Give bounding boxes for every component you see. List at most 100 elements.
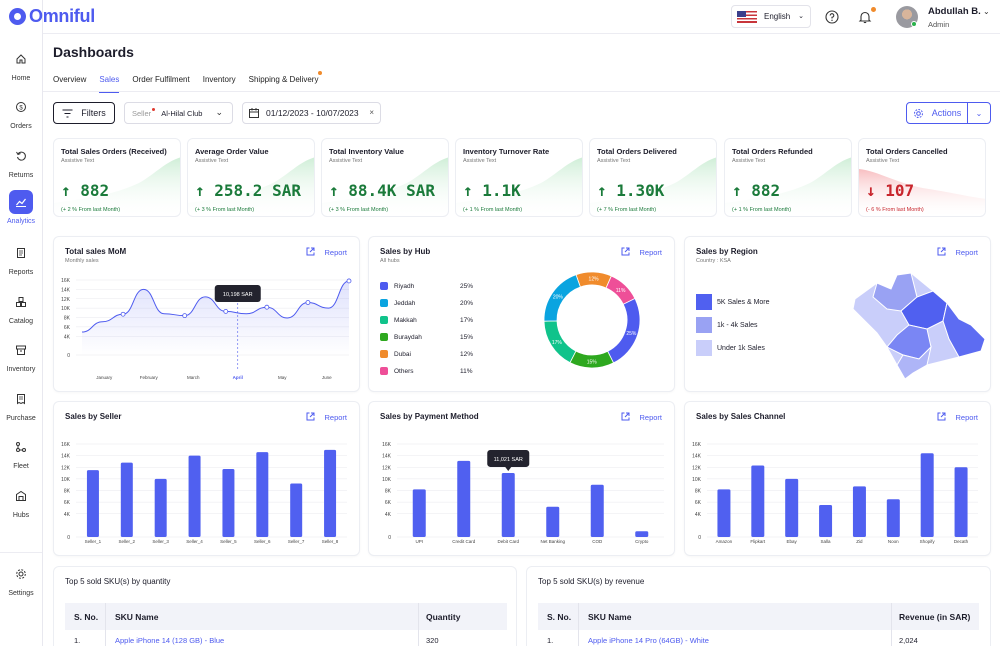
user-role: Admin (928, 20, 950, 29)
legend-percent: 25% (460, 282, 474, 290)
bar[interactable] (120, 462, 133, 537)
cell-sku-link[interactable]: Apple iPhone 14 (128 GB) - Blue (115, 635, 225, 645)
bar[interactable] (920, 453, 934, 537)
omniful-logo-icon (9, 8, 26, 25)
bar[interactable] (256, 452, 269, 537)
sidebar-item-fleet[interactable]: Fleet (0, 435, 42, 470)
report-link[interactable]: Report (306, 412, 347, 423)
y-tick-label: 0 (67, 353, 70, 359)
bar[interactable] (290, 483, 303, 537)
kpi-sparkline-background (54, 157, 180, 216)
report-link[interactable]: Report (621, 412, 662, 423)
y-tick-label: 0 (67, 535, 70, 541)
brand-logo[interactable]: Omniful (9, 6, 95, 27)
nodes-icon (9, 435, 33, 459)
bar[interactable] (154, 478, 167, 537)
x-tick-label: Seller_5 (220, 539, 237, 544)
data-point[interactable] (120, 311, 126, 317)
report-link[interactable]: Report (937, 247, 978, 258)
return-arrow-icon (9, 144, 33, 168)
kpi-value: ↑ 88.4K SAR (329, 181, 435, 200)
bar[interactable] (635, 531, 649, 537)
report-link[interactable]: Report (621, 247, 662, 258)
report-link[interactable]: Report (306, 247, 347, 258)
table-card-top-sku-quantity: Top 5 sold SKU(s) by quantity S. No. SKU… (53, 566, 517, 646)
data-point[interactable] (264, 304, 270, 310)
kpi-card: Average Order Value Assistive Text ↑ 258.2… (187, 138, 315, 217)
bar[interactable] (457, 460, 471, 537)
tab-shipping-delivery[interactable]: Shipping & Delivery (249, 71, 323, 93)
x-tick-label: June (322, 375, 332, 380)
actions-button[interactable]: Actions (906, 102, 968, 124)
sidebar-item-reports[interactable]: Reports (0, 241, 42, 276)
slice-label: 20% (553, 294, 564, 300)
sidebar-item-hubs[interactable]: Hubs (0, 484, 42, 519)
kpi-delta: (+ 3 % From last Month) (195, 207, 255, 213)
user-name[interactable]: Abdullah B. (928, 6, 981, 17)
y-tick-label: 16K (382, 442, 392, 448)
tab-sales[interactable]: Sales (99, 75, 120, 93)
language-selector[interactable]: English ⌄ (731, 5, 811, 28)
sidebar-item-home[interactable]: Home (0, 47, 42, 82)
legend-swatch (696, 317, 712, 333)
data-point[interactable] (305, 300, 311, 305)
table-row[interactable]: 1. Apple iPhone 14 (128 GB) - Blue 320 (65, 630, 507, 646)
svg-text:$: $ (19, 105, 23, 111)
bar[interactable] (222, 468, 235, 537)
y-tick-label: 0 (388, 535, 391, 541)
sidebar-item-inventory[interactable]: Inventory (0, 338, 42, 373)
donut-chart: 12% 11% 25% 15% 17% 20% (543, 271, 641, 369)
tab-order-fulfilment[interactable]: Order Fulfilment (132, 75, 190, 84)
tab-overview[interactable]: Overview (53, 75, 87, 84)
bell-icon[interactable] (857, 9, 873, 25)
sidebar-item-catalog[interactable]: Catalog (0, 290, 42, 325)
chevron-down-icon: ⌄ (798, 13, 804, 20)
bar[interactable] (501, 472, 515, 537)
bar[interactable] (324, 449, 337, 537)
sidebar-item-settings[interactable]: Settings (0, 562, 42, 597)
kpi-value-text: 107 (885, 181, 915, 200)
sidebar-item-returns[interactable]: Returns (0, 144, 42, 179)
user-menu-chevron-icon[interactable]: ⌄ (983, 7, 990, 16)
x-tick-label: Crypto (635, 539, 649, 544)
arrow-up-icon: ↑ (195, 181, 215, 200)
pie-slice[interactable] (543, 274, 581, 322)
tab-inventory[interactable]: Inventory (202, 75, 236, 84)
legend-swatch (696, 294, 712, 310)
sidebar-item-purchase[interactable]: Purchase (0, 387, 42, 422)
bar[interactable] (86, 470, 99, 537)
bar[interactable] (412, 489, 426, 537)
bar[interactable] (188, 455, 201, 537)
table-row[interactable]: 1. Apple iPhone 14 Pro (64GB) - White 2,… (538, 630, 979, 646)
data-point[interactable] (223, 309, 229, 314)
bar[interactable] (717, 489, 731, 537)
cell-sku-link[interactable]: Apple iPhone 14 Pro (64GB) - White (588, 635, 709, 645)
kpi-delta: (+ 7 % From last Month) (597, 207, 657, 213)
bar[interactable] (819, 505, 833, 537)
bar[interactable] (546, 506, 560, 537)
actions-dropdown-button[interactable]: ⌄ (967, 102, 991, 124)
help-circle-icon[interactable] (824, 9, 840, 25)
seller-select[interactable]: Seller Al-Hilal Club ⌄ (124, 102, 233, 124)
tooltip (214, 285, 261, 302)
bar[interactable] (785, 478, 799, 537)
sidebar-item-orders[interactable]: $ Orders (0, 95, 42, 130)
report-link[interactable]: Report (937, 412, 978, 423)
data-point[interactable] (182, 313, 188, 319)
x-tick-label: Seller_6 (254, 539, 271, 544)
card-subtitle: All hubs (380, 258, 400, 264)
data-point[interactable] (346, 278, 352, 284)
bar[interactable] (886, 499, 900, 537)
chevron-down-icon: ⌄ (975, 108, 983, 118)
filters-button[interactable]: Filters (53, 102, 115, 124)
y-tick-label: 12K (692, 465, 702, 471)
date-range-picker[interactable]: 01/12/2023 - 10/07/2023 × (242, 102, 381, 124)
bar[interactable] (590, 484, 604, 537)
bar[interactable] (954, 467, 968, 537)
kpi-card: Total Inventory Value Assistive Text ↑ 88.… (321, 138, 449, 217)
sidebar-item-analytics[interactable]: Analytics (0, 190, 42, 225)
bar[interactable] (751, 465, 765, 537)
clear-date-icon[interactable]: × (369, 108, 374, 117)
report-label: Report (955, 413, 978, 422)
bar[interactable] (852, 486, 866, 537)
